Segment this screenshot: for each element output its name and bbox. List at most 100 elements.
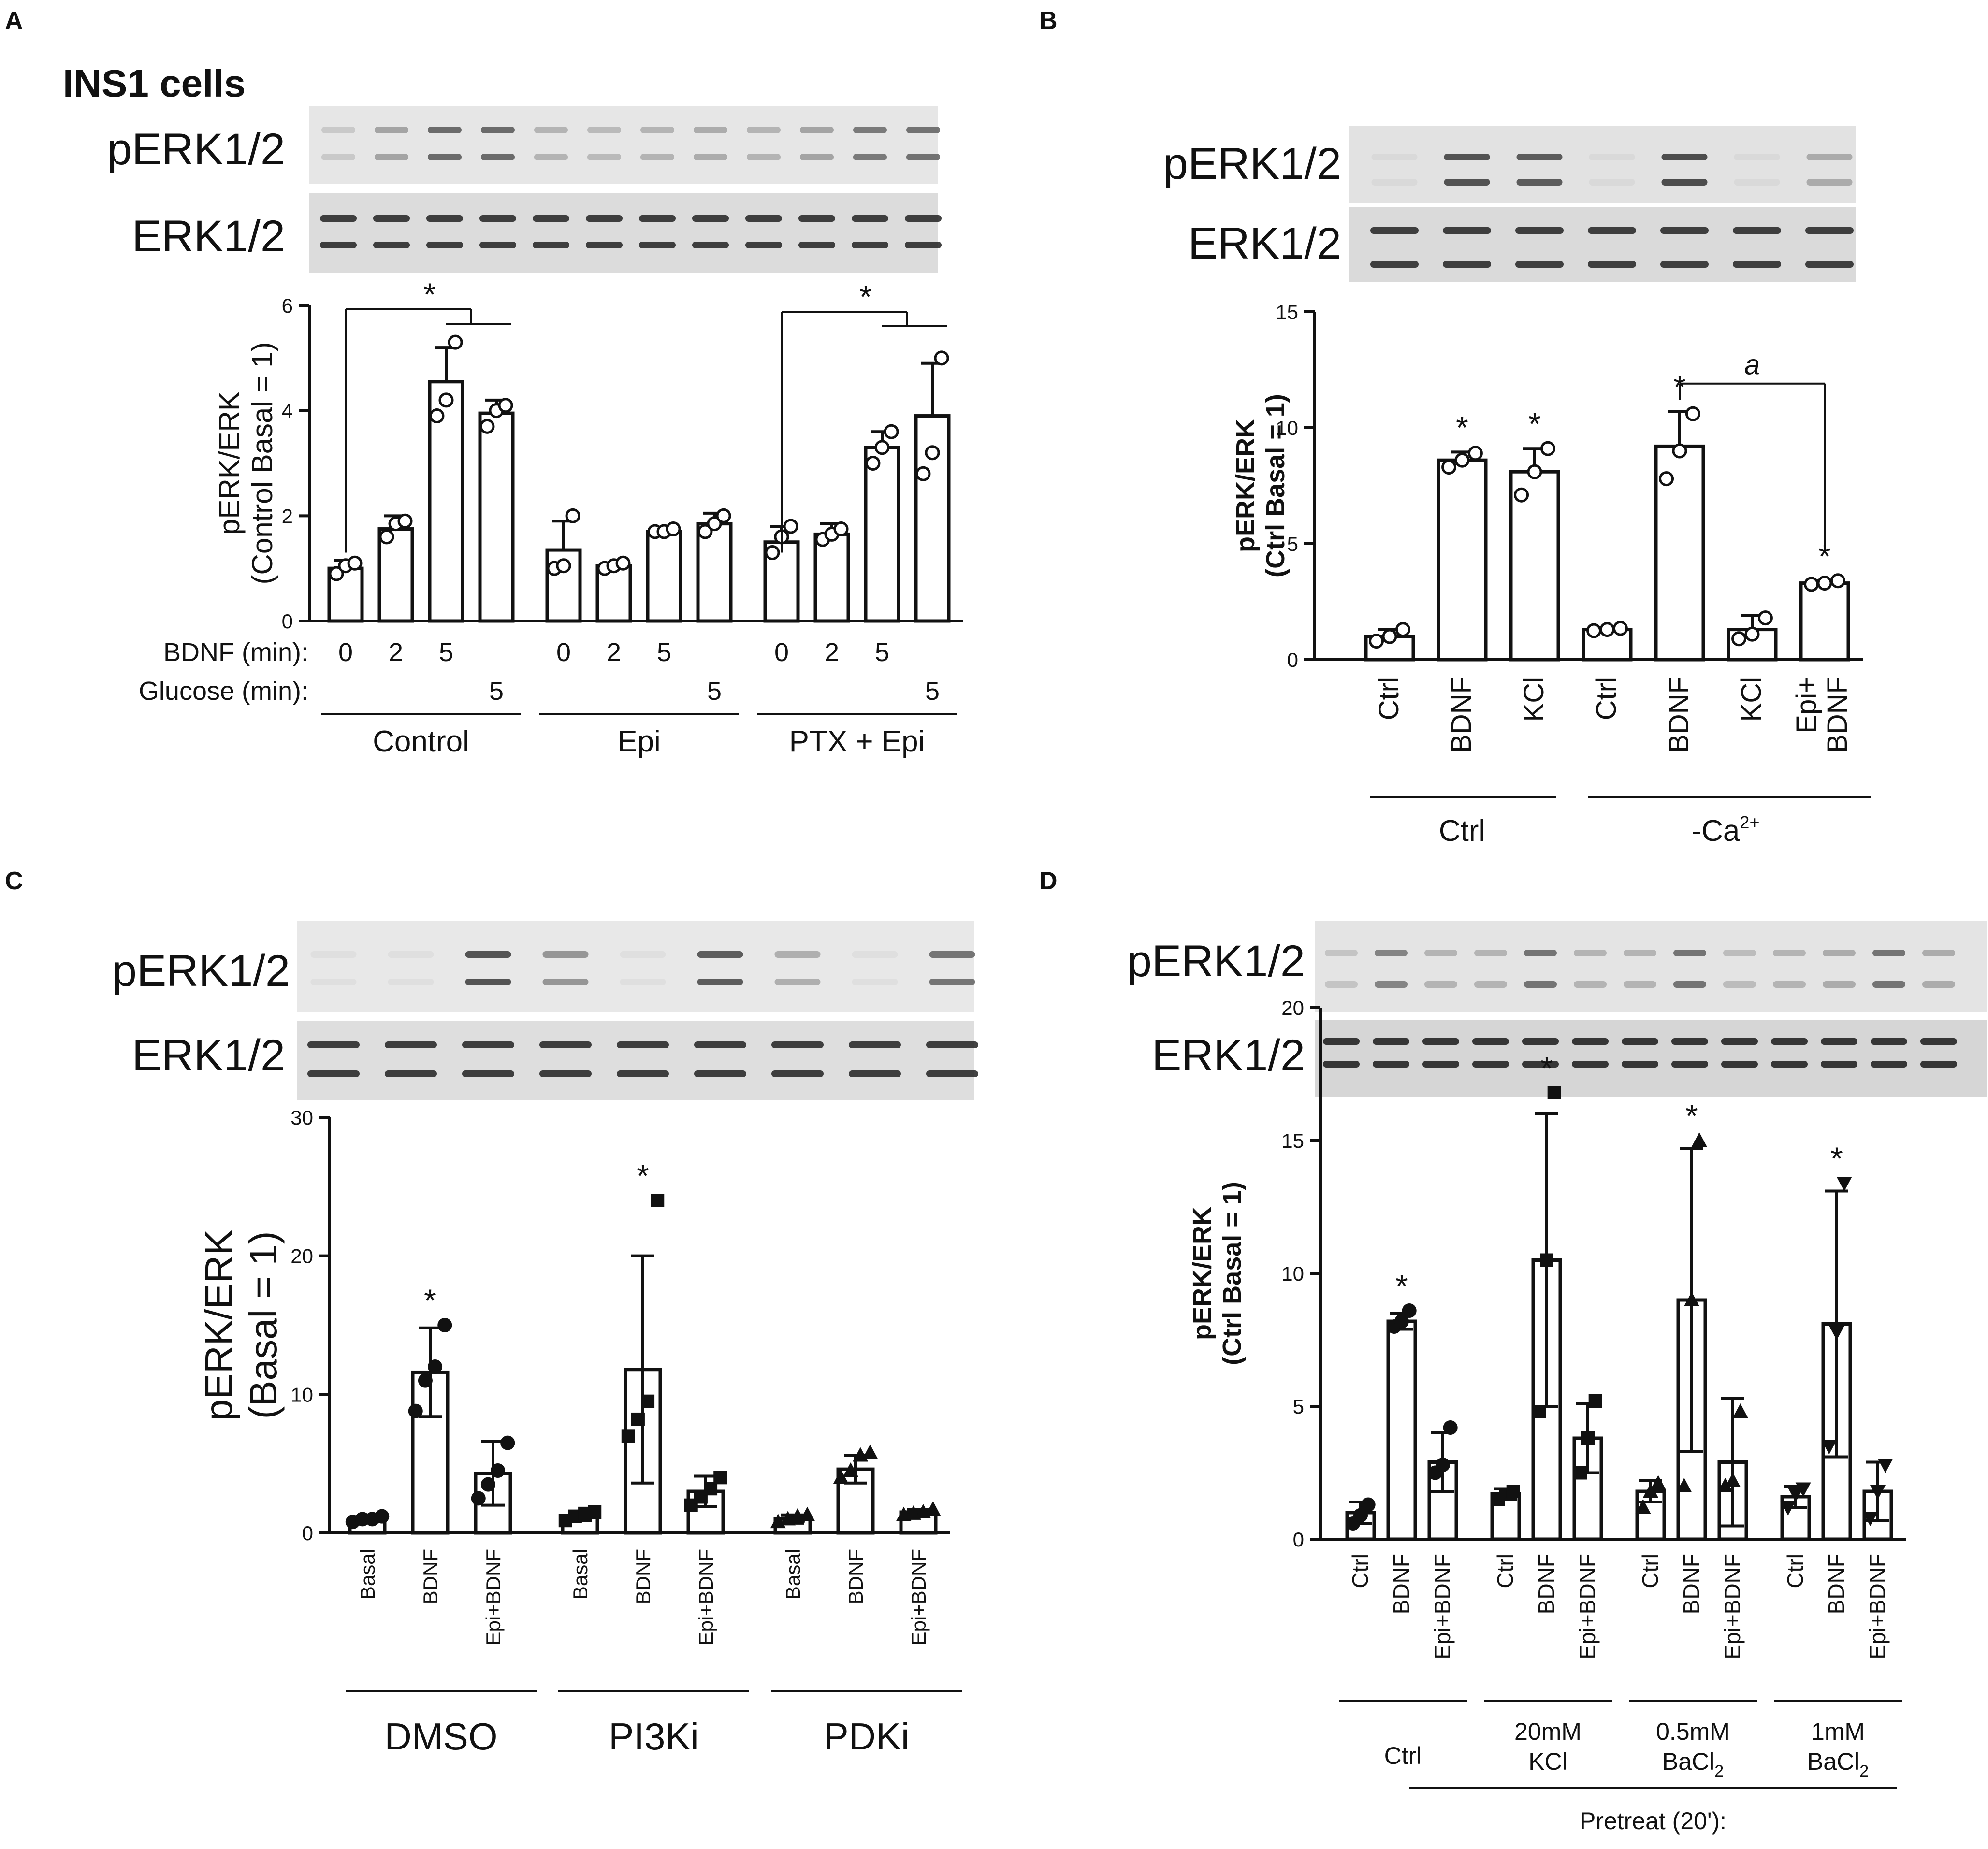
blot-band <box>1572 1061 1609 1068</box>
blot-band <box>745 242 782 248</box>
data-point <box>666 521 681 537</box>
blot-band <box>1806 154 1853 160</box>
blot-band <box>852 215 888 222</box>
blot-band <box>1624 950 1656 956</box>
data-point <box>1650 1475 1666 1490</box>
blot-band <box>481 154 515 160</box>
group-label: Epi <box>617 725 661 758</box>
blot-band <box>620 979 666 985</box>
blot-band <box>1325 950 1358 956</box>
data-point <box>842 1462 858 1477</box>
blot-band <box>639 215 676 222</box>
panel-a: A INS1 cells pERK1/2 ERK1/2 0 2 4 6 pERK/ERK… <box>5 7 963 758</box>
y-tick-label: 20 <box>290 1245 313 1268</box>
y-axis-label-line1: pERK/ERK <box>213 391 246 535</box>
blot-band <box>586 215 623 222</box>
y-axis-label-line2: (Control Basal = 1) <box>246 342 278 585</box>
x-category-label: Epi+BDNF <box>695 1549 717 1646</box>
data-point <box>1599 622 1615 637</box>
group-label-subscript: 2 <box>1859 1762 1869 1780</box>
significance-marker: * <box>637 1158 649 1194</box>
x-category-label: BDNF <box>1824 1554 1849 1614</box>
blot-band <box>1922 981 1955 988</box>
blot-band <box>852 242 888 248</box>
blot-band <box>321 154 355 160</box>
blot-band <box>929 979 975 985</box>
blot-label-pERK-b: pERK1/2 <box>1163 139 1341 188</box>
blot-band <box>1589 154 1635 160</box>
y-axis-label-line1: pERK/ERK <box>197 1229 240 1421</box>
data-point <box>565 508 580 523</box>
data-point <box>621 1429 635 1443</box>
y-axis-label-line2: (Ctrl Basal = 1) <box>1261 394 1290 578</box>
x-category-label: Ctrl <box>1493 1554 1518 1589</box>
bdnf-time-label: 2 <box>825 638 839 667</box>
blot-band <box>1773 950 1806 956</box>
significance-marker: * <box>1540 1050 1553 1086</box>
group-label: PI3Ki <box>609 1715 698 1758</box>
blot-band <box>1721 1038 1758 1045</box>
data-point <box>1685 406 1700 421</box>
data-point <box>588 1505 602 1519</box>
blot-band <box>697 951 743 958</box>
blot-band <box>1671 1061 1708 1068</box>
blot-band <box>1622 1038 1658 1045</box>
data-point <box>1506 1485 1520 1498</box>
data-point <box>1467 446 1483 461</box>
blot-band <box>1444 154 1490 160</box>
blot-band <box>1771 1038 1808 1045</box>
significance-marker: * <box>1528 406 1541 442</box>
blot-band <box>798 242 835 248</box>
blot-band <box>906 154 940 160</box>
panel-b-label: B <box>1039 7 1058 35</box>
data-point <box>1443 1420 1458 1435</box>
group-label-line: 20mM <box>1514 1718 1582 1745</box>
blot-band <box>388 979 434 985</box>
glucose-time-label: 5 <box>925 677 940 706</box>
bar <box>813 532 850 623</box>
blot-band <box>1572 1038 1609 1045</box>
blot-band <box>1673 981 1706 988</box>
blot-band <box>1920 1061 1957 1068</box>
data-point <box>1635 1499 1651 1514</box>
x-category-label: BDNF <box>1389 1554 1414 1614</box>
group-label: PDKi <box>824 1715 910 1758</box>
data-point <box>1862 1512 1878 1526</box>
blot-band <box>1660 227 1709 234</box>
group-label-ctrl: Ctrl <box>1439 814 1485 848</box>
data-point <box>799 1506 815 1521</box>
blot-band <box>1806 179 1853 186</box>
y-axis-label: pERK/ERK(Basal = 1) <box>197 1229 285 1421</box>
y-axis-label-line2: (Ctrl Basal = 1) <box>1218 1182 1247 1365</box>
blot-band <box>1424 981 1457 988</box>
x-category-label: Epi+BDNF <box>1865 1554 1890 1660</box>
blot-band <box>1524 981 1557 988</box>
blot-band <box>1524 950 1557 956</box>
x-category-label: Ctrl <box>1591 677 1622 720</box>
data-point <box>1830 573 1845 589</box>
x-category-label: Ctrl <box>1373 677 1405 720</box>
bdnf-time-label: 2 <box>389 638 403 667</box>
x-category-label: Epi+BDNF <box>1430 1554 1455 1660</box>
bar <box>478 411 515 623</box>
data-point <box>1788 1488 1803 1502</box>
data-point <box>641 1394 655 1408</box>
glucose-time-label: 5 <box>707 677 722 706</box>
y-tick-label: 10 <box>1281 1262 1304 1285</box>
x-category-label: Basal <box>782 1549 804 1600</box>
blot-label-pERK-d: pERK1/2 <box>1127 937 1305 986</box>
data-point <box>1877 1459 1893 1473</box>
data-point <box>1757 610 1773 626</box>
data-point <box>428 1359 443 1374</box>
blot-band <box>586 242 623 248</box>
blot-label-ERK-b: ERK1/2 <box>1188 219 1341 268</box>
blot-band <box>1522 1061 1559 1068</box>
data-point <box>1382 629 1397 644</box>
significance-marker: * <box>423 276 436 312</box>
blot-band <box>1515 227 1564 234</box>
blot-band <box>1373 1038 1409 1045</box>
blot-band <box>747 127 781 133</box>
y-tick-label: 5 <box>1287 533 1298 555</box>
bdnf-time-label: 0 <box>556 638 571 667</box>
blot-band <box>388 951 434 958</box>
